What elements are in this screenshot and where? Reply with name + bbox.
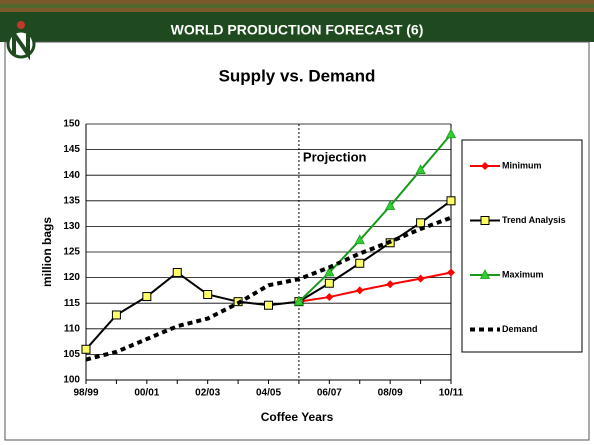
legend-label: Trend Analysis	[502, 215, 566, 225]
marker	[142, 292, 152, 302]
y-tick-label: 140	[63, 170, 80, 181]
x-tick-label: 00/01	[134, 388, 159, 399]
logo	[6, 21, 36, 61]
marker	[355, 286, 364, 295]
y-tick-label: 115	[64, 298, 81, 309]
x-axis-label: Coffee Years	[261, 410, 334, 424]
marker	[172, 267, 182, 277]
y-tick-label: 110	[64, 323, 81, 334]
x-tick-label: 06/07	[317, 388, 342, 399]
y-tick-label: 135	[63, 195, 80, 206]
marker	[446, 196, 456, 206]
marker	[325, 293, 334, 302]
legend-label: Maximum	[502, 269, 544, 279]
legend-marker	[480, 216, 490, 225]
y-tick-label: 150	[63, 119, 80, 130]
y-tick-label: 130	[63, 221, 80, 232]
legend-marker	[479, 269, 491, 279]
x-tick-label: 98/99	[73, 388, 98, 399]
y-tick-label: 125	[63, 247, 80, 258]
marker	[447, 268, 455, 277]
y-tick-label: 100	[63, 375, 80, 386]
marker	[324, 266, 335, 277]
marker	[415, 164, 426, 174]
marker	[264, 300, 273, 310]
y-tick-label: 105	[63, 349, 80, 360]
series-line	[298, 133, 452, 303]
marker	[324, 278, 334, 288]
legend-label: Demand	[502, 324, 538, 334]
x-tick-label: 10/11	[439, 388, 464, 399]
series-line	[85, 215, 452, 362]
header-bar	[0, 12, 594, 42]
frame	[4, 41, 590, 441]
x-tick-label: 08/09	[378, 388, 403, 399]
x-tick-label: 04/05	[256, 388, 281, 399]
annotation: Projection	[303, 149, 367, 164]
marker	[111, 310, 121, 320]
y-tick-label: 145	[63, 144, 80, 155]
series-line	[298, 271, 452, 303]
marker	[386, 280, 395, 289]
legend-label: Minimum	[502, 160, 542, 170]
header-title: WORLD PRODUCTION FORECAST (6)	[171, 22, 424, 38]
marker	[416, 218, 426, 228]
y-tick-label: 120	[63, 272, 80, 283]
legend-marker	[481, 162, 489, 170]
banner-pattern	[0, 4, 594, 8]
marker	[355, 258, 365, 268]
legend-box	[461, 139, 583, 353]
marker	[416, 274, 425, 283]
chart-title: Supply vs. Demand	[219, 66, 376, 85]
x-tick-label: 02/03	[195, 388, 220, 399]
marker	[81, 344, 91, 354]
marker	[385, 200, 396, 210]
marker	[203, 289, 213, 299]
marker	[445, 128, 457, 139]
marker	[293, 295, 305, 306]
y-axis-label: million bags	[40, 217, 54, 287]
marker	[354, 234, 365, 245]
